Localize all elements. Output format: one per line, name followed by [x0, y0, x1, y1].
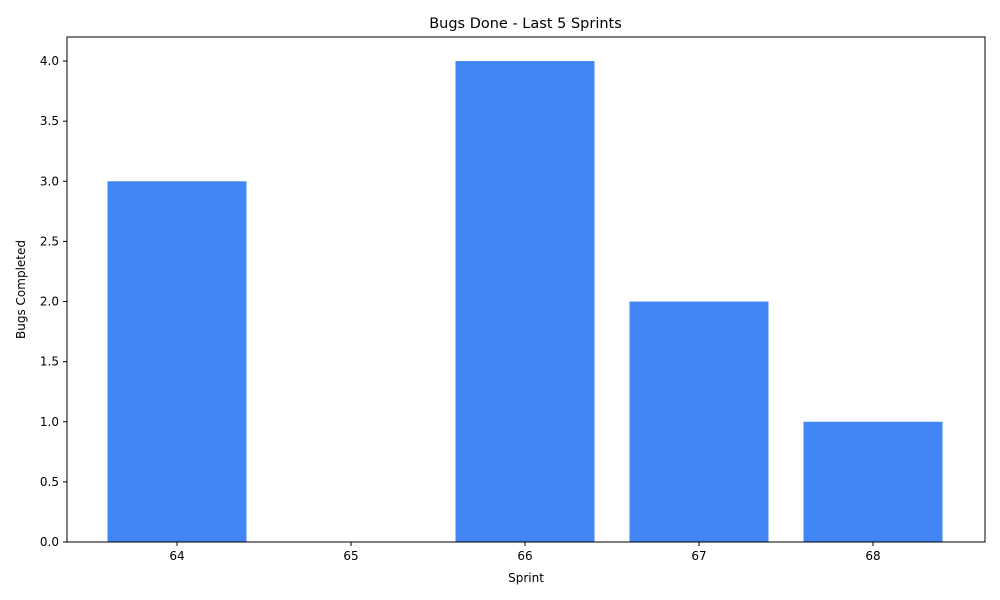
y-axis-ticks: 0.0 0.5 1.0 1.5 2.0 2.5 3.0 3.5 4.0: [40, 54, 67, 549]
x-axis-ticks: 64 65 66 67 68: [169, 542, 881, 563]
x-tick-label: 68: [865, 549, 880, 563]
x-tick-label: 67: [691, 549, 706, 563]
y-tick-label: 2.0: [40, 295, 59, 309]
y-tick-label: 1.0: [40, 415, 59, 429]
y-tick-label: 0.0: [40, 535, 59, 549]
bar-sprint-66: [455, 61, 595, 543]
y-tick-label: 0.5: [40, 475, 59, 489]
x-axis-label: Sprint: [508, 571, 544, 585]
bar-sprint-67: [629, 301, 769, 542]
bar-sprint-64: [107, 181, 247, 543]
bar-sprint-68: [803, 421, 943, 542]
y-tick-label: 3.5: [40, 114, 59, 128]
x-tick-label: 65: [343, 549, 358, 563]
y-tick-label: 3.0: [40, 174, 59, 188]
x-tick-label: 66: [517, 549, 532, 563]
bars-group: [107, 61, 943, 543]
y-tick-label: 4.0: [40, 54, 59, 68]
chart-title: Bugs Done - Last 5 Sprints: [429, 16, 622, 32]
y-tick-label: 1.5: [40, 355, 59, 369]
x-tick-label: 64: [169, 549, 184, 563]
y-tick-label: 2.5: [40, 234, 59, 248]
plot-frame: [66, 36, 986, 543]
y-axis-label: Bugs Completed: [14, 240, 28, 339]
